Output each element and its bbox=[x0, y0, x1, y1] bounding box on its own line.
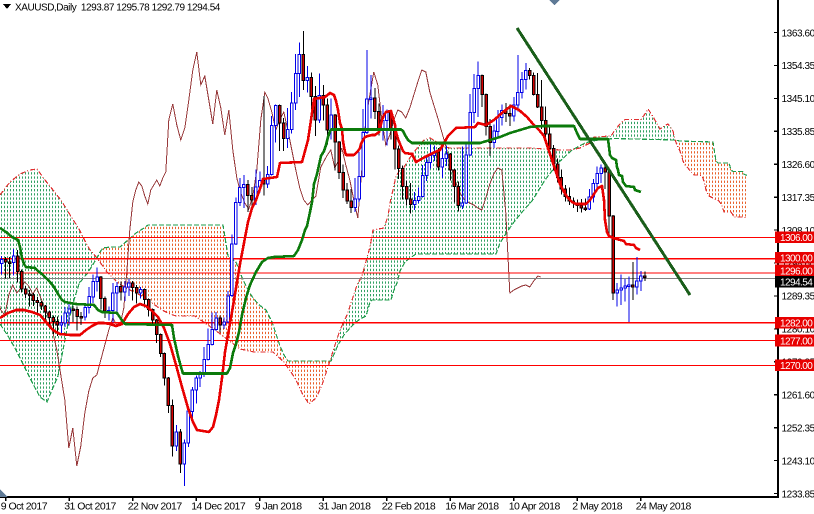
svg-text:1252.35: 1252.35 bbox=[782, 424, 814, 435]
svg-text:1300.00: 1300.00 bbox=[780, 254, 813, 265]
svg-text:1280.10: 1280.10 bbox=[782, 325, 814, 336]
svg-text:1289.35: 1289.35 bbox=[782, 292, 814, 303]
svg-text:1261.60: 1261.60 bbox=[782, 391, 814, 402]
svg-text:31 Jan 2018: 31 Jan 2018 bbox=[318, 501, 371, 513]
svg-text:XAUUSD,Daily 1293.87 1295.78: XAUUSD,Daily 1293.87 1295.78 1292.79 129… bbox=[15, 3, 221, 14]
svg-text:1317.35: 1317.35 bbox=[782, 193, 814, 204]
svg-text:9 Jan 2018: 9 Jan 2018 bbox=[255, 501, 303, 513]
svg-text:1243.10: 1243.10 bbox=[782, 456, 814, 467]
svg-text:2 May 2018: 2 May 2018 bbox=[572, 501, 623, 513]
svg-text:10 Apr 2018: 10 Apr 2018 bbox=[509, 501, 561, 513]
svg-text:1277.00: 1277.00 bbox=[780, 336, 813, 347]
svg-text:1233.85: 1233.85 bbox=[782, 489, 814, 500]
svg-text:9 Oct 2017: 9 Oct 2017 bbox=[1, 501, 48, 513]
svg-text:31 Oct 2017: 31 Oct 2017 bbox=[64, 501, 116, 513]
svg-text:1298.60: 1298.60 bbox=[782, 259, 814, 270]
svg-text:1354.35: 1354.35 bbox=[782, 61, 814, 72]
svg-text:1306.00: 1306.00 bbox=[780, 233, 813, 244]
svg-text:1296.00: 1296.00 bbox=[780, 266, 813, 277]
svg-text:1282.00: 1282.00 bbox=[780, 319, 813, 330]
svg-text:14 Dec 2017: 14 Dec 2017 bbox=[191, 501, 246, 513]
svg-text:1335.85: 1335.85 bbox=[782, 127, 814, 138]
svg-text:22 Nov 2017: 22 Nov 2017 bbox=[128, 501, 183, 513]
svg-text:1363.60: 1363.60 bbox=[782, 28, 814, 39]
svg-text:1345.10: 1345.10 bbox=[782, 94, 814, 105]
svg-text:1326.60: 1326.60 bbox=[782, 160, 814, 171]
svg-text:22 Feb 2018: 22 Feb 2018 bbox=[382, 501, 436, 513]
svg-text:1294.54: 1294.54 bbox=[780, 278, 813, 289]
svg-text:24 May 2018: 24 May 2018 bbox=[636, 501, 692, 513]
svg-text:16 Mar 2018: 16 Mar 2018 bbox=[445, 501, 499, 513]
svg-text:1270.00: 1270.00 bbox=[780, 361, 813, 372]
